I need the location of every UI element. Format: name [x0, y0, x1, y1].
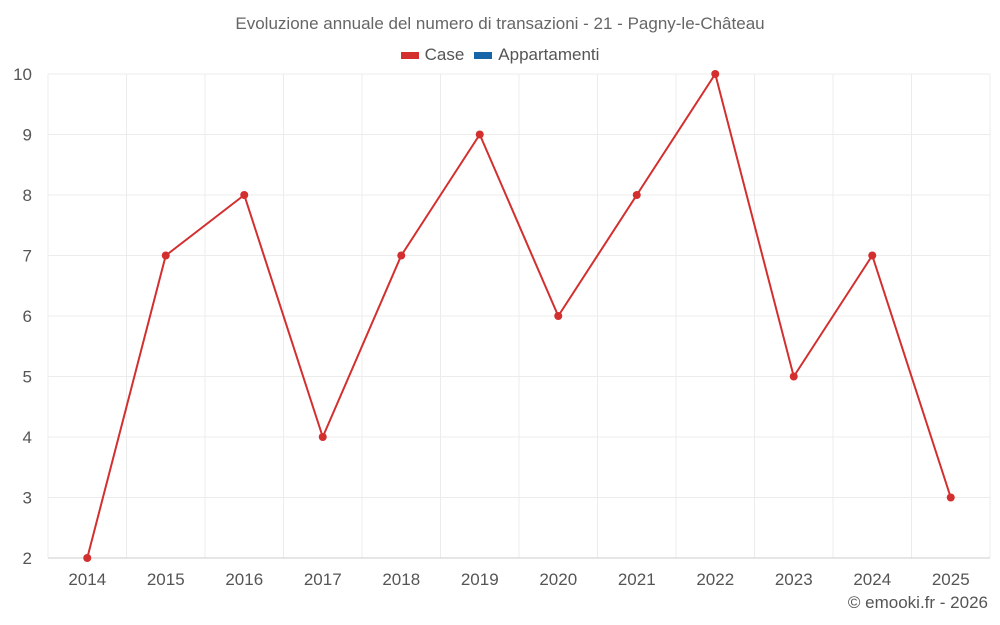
y-tick-label: 5 — [23, 368, 32, 387]
x-tick-label: 2018 — [382, 570, 420, 589]
chart-title: Evoluzione annuale del numero di transaz… — [235, 14, 765, 33]
x-tick-label: 2023 — [775, 570, 813, 589]
data-point[interactable] — [554, 312, 563, 320]
data-point[interactable] — [475, 130, 484, 139]
legend: Case Appartamenti — [0, 45, 1000, 65]
legend-item-appartamenti[interactable]: Appartamenti — [474, 45, 599, 65]
x-tick-label: 2015 — [147, 570, 185, 589]
data-point[interactable] — [240, 191, 249, 199]
axes: 2 3 4 5 6 7 8 9 10 2014 2015 2016 2017 2018 2019 2020 20… — [13, 65, 990, 589]
x-tick-label: 2016 — [225, 570, 263, 589]
legend-swatch-appartamenti — [474, 51, 493, 59]
x-tick-label: 2020 — [539, 570, 577, 589]
y-tick-label: 8 — [23, 186, 32, 205]
y-tick-label: 2 — [23, 549, 32, 568]
series-line-case — [86, 73, 952, 559]
credit-text: © emooki.fr - 2026 — [847, 593, 988, 612]
data-point[interactable] — [946, 493, 955, 502]
data-point[interactable] — [83, 554, 92, 562]
y-tick-label: 7 — [23, 247, 32, 266]
y-tick-label: 10 — [13, 65, 32, 84]
data-point[interactable] — [789, 372, 798, 381]
data-point[interactable] — [161, 251, 170, 260]
data-point[interactable] — [632, 191, 641, 199]
x-tick-label: 2022 — [696, 570, 734, 589]
data-point[interactable] — [318, 433, 327, 441]
y-tick-label: 6 — [23, 307, 32, 326]
grid — [47, 73, 991, 559]
series — [83, 70, 955, 562]
y-tick-label: 3 — [23, 489, 32, 508]
data-point[interactable] — [711, 70, 720, 78]
data-point[interactable] — [868, 251, 877, 260]
x-tick-label: 2021 — [618, 570, 656, 589]
x-tick-label: 2025 — [932, 570, 970, 589]
legend-label-case: Case — [424, 45, 465, 64]
x-tick-label: 2017 — [304, 570, 342, 589]
x-tick-label: 2019 — [461, 570, 499, 589]
legend-label-appartamenti: Appartamenti — [498, 45, 600, 64]
y-tick-label: 9 — [23, 126, 32, 145]
y-tick-label: 4 — [23, 428, 32, 447]
legend-item-case[interactable]: Case — [400, 45, 465, 65]
x-tick-label: 2024 — [853, 570, 891, 589]
data-point[interactable] — [397, 251, 406, 260]
legend-swatch-case — [400, 51, 419, 59]
x-tick-label: 2014 — [68, 570, 106, 589]
